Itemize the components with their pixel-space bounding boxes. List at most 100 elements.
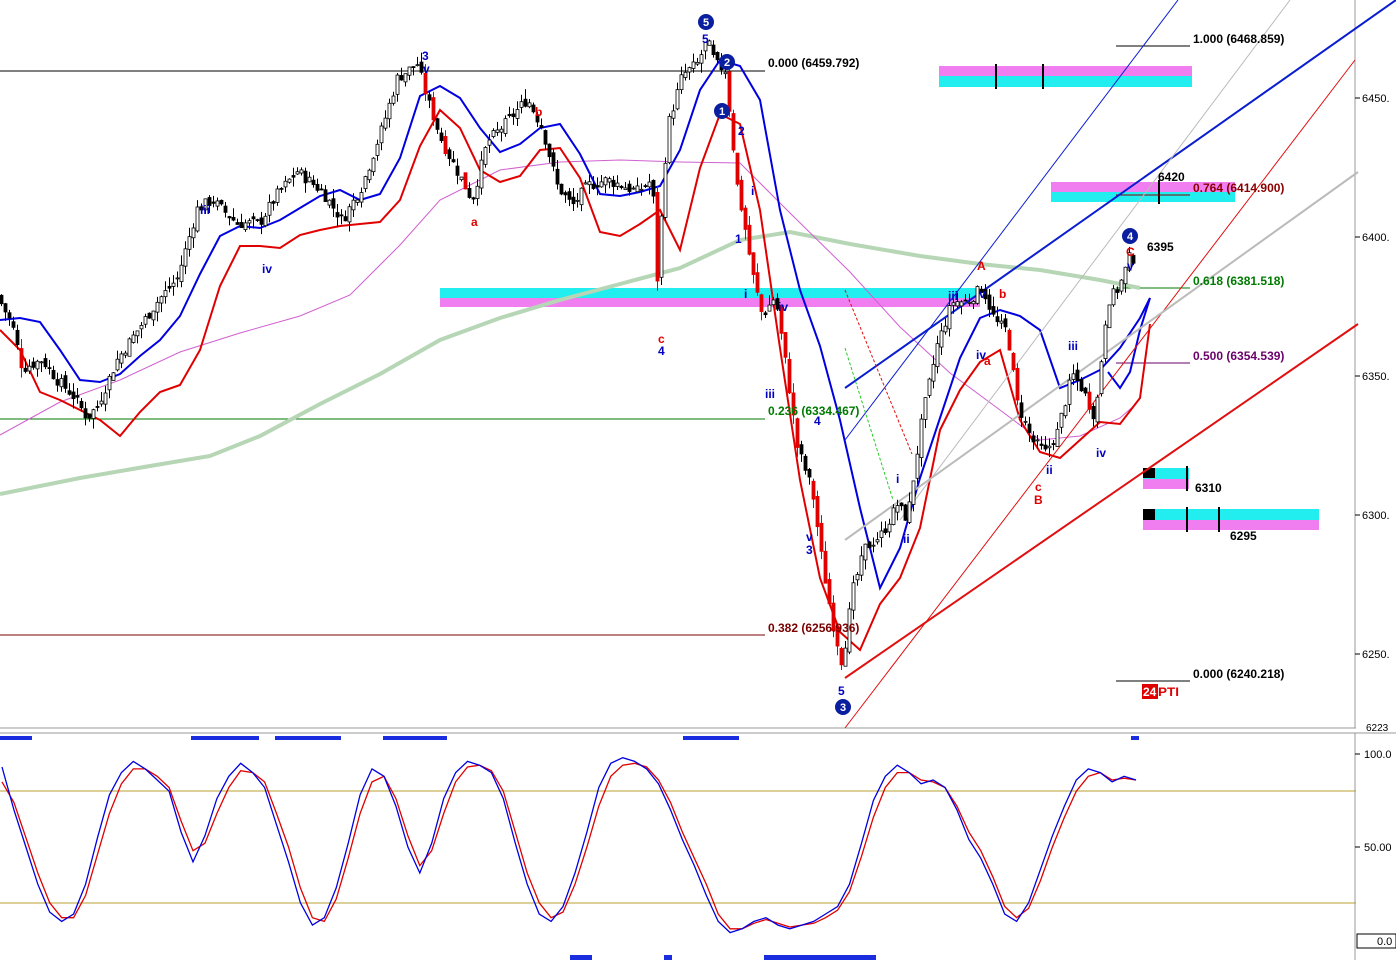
candle-body [479, 159, 484, 189]
candle-body [251, 216, 256, 220]
candle-body [491, 130, 496, 138]
candle-body [1019, 402, 1024, 418]
candle-body [63, 375, 68, 389]
candle-body [39, 361, 44, 364]
candle-body [795, 418, 800, 448]
candle-body [975, 286, 980, 304]
slow-moving-average [0, 229, 1141, 496]
candle-body [291, 175, 296, 178]
candle-body [175, 277, 180, 280]
candle-body [979, 288, 984, 293]
zone-cyan [440, 288, 980, 298]
candle-body [827, 579, 832, 605]
fib-zones [440, 64, 1319, 532]
wave-label-b: b [535, 105, 542, 119]
fib-label: 0.236 (6334.467) [768, 404, 859, 418]
candle-body [931, 363, 936, 382]
candle-body [155, 301, 160, 313]
candle-body [275, 188, 280, 203]
candle-body [71, 391, 76, 400]
candle-body [395, 74, 400, 95]
candle-body [743, 207, 748, 230]
candle-body [675, 89, 680, 110]
candle-body [783, 332, 788, 358]
candle-body [31, 361, 36, 368]
candle-body [935, 343, 940, 368]
candle-body [447, 149, 452, 160]
candle-body [427, 94, 432, 101]
fib-label: 0.500 (6354.539) [1193, 349, 1284, 363]
candle-body [499, 128, 504, 133]
candle-body [615, 182, 620, 187]
candle-body [855, 574, 860, 581]
candle-body [55, 379, 60, 386]
candle-body [107, 375, 112, 391]
candle-body [359, 192, 364, 203]
wave-label-v: v [1127, 259, 1134, 273]
candle-body [691, 61, 696, 69]
candle-body [487, 139, 492, 146]
candle-body [755, 272, 760, 293]
candle-body [1095, 396, 1100, 423]
candle-body [951, 302, 956, 306]
candle-body [915, 453, 920, 479]
candle-body [927, 378, 932, 396]
candle-body [599, 181, 604, 188]
wave-label-i: i [744, 287, 747, 301]
osc-tick-label: 50.00 [1364, 842, 1392, 854]
candle-body [871, 544, 876, 547]
candle-body [235, 222, 240, 225]
candle-body [643, 185, 648, 188]
candle-body [271, 201, 276, 204]
candle-body [187, 236, 192, 250]
candle-body [683, 71, 688, 78]
candle-body [19, 348, 24, 369]
candle-body [403, 73, 408, 83]
candle-body [511, 113, 516, 118]
candle-body [347, 206, 352, 223]
candle-body [407, 66, 412, 76]
candle-body [75, 395, 80, 398]
candle-body [367, 169, 372, 181]
candle-body [587, 181, 592, 186]
candle-body [919, 418, 924, 458]
candle-body [999, 320, 1004, 324]
candle-body [891, 507, 896, 525]
wave-label-iv: iv [262, 262, 272, 276]
candle-body [143, 316, 148, 325]
candle-body [67, 390, 72, 395]
fib-lines [0, 45, 1190, 682]
candle-body [1075, 369, 1080, 382]
candle-body [303, 170, 308, 184]
candle-body [791, 392, 796, 416]
candle-body [147, 312, 152, 319]
candle-body [811, 480, 816, 500]
candle-body [203, 198, 208, 211]
candle-body [983, 289, 988, 300]
wave-label-4: 4 [658, 344, 665, 358]
candle-body [923, 397, 928, 420]
candle-body [551, 152, 556, 167]
candle-body [207, 197, 212, 206]
price-label: 6295 [1230, 529, 1257, 543]
fib-label: 0.000 (6240.218) [1193, 667, 1284, 681]
candle-body [679, 74, 684, 91]
candle-body [3, 303, 8, 313]
candle-body [647, 181, 652, 188]
wave-label-iv: iv [976, 348, 986, 362]
candle-body [1007, 329, 1012, 351]
candle-body [507, 114, 512, 117]
candle-body [299, 169, 304, 174]
candle-body [967, 301, 972, 304]
y-axis-bottom-label: 6223 [1366, 723, 1389, 734]
candle-body [171, 282, 176, 287]
wave-label-iv: iv [1096, 446, 1106, 460]
oscillator-panel: 100.0 50.00 0.0 [0, 749, 1396, 949]
candle-body [779, 304, 784, 334]
candle-body [583, 182, 588, 185]
candle-body [111, 372, 116, 381]
candle-body [139, 325, 144, 330]
y-tick-label: 6450. [1362, 93, 1390, 105]
candle-body [1059, 412, 1064, 428]
wave-label-i: i [896, 472, 899, 486]
